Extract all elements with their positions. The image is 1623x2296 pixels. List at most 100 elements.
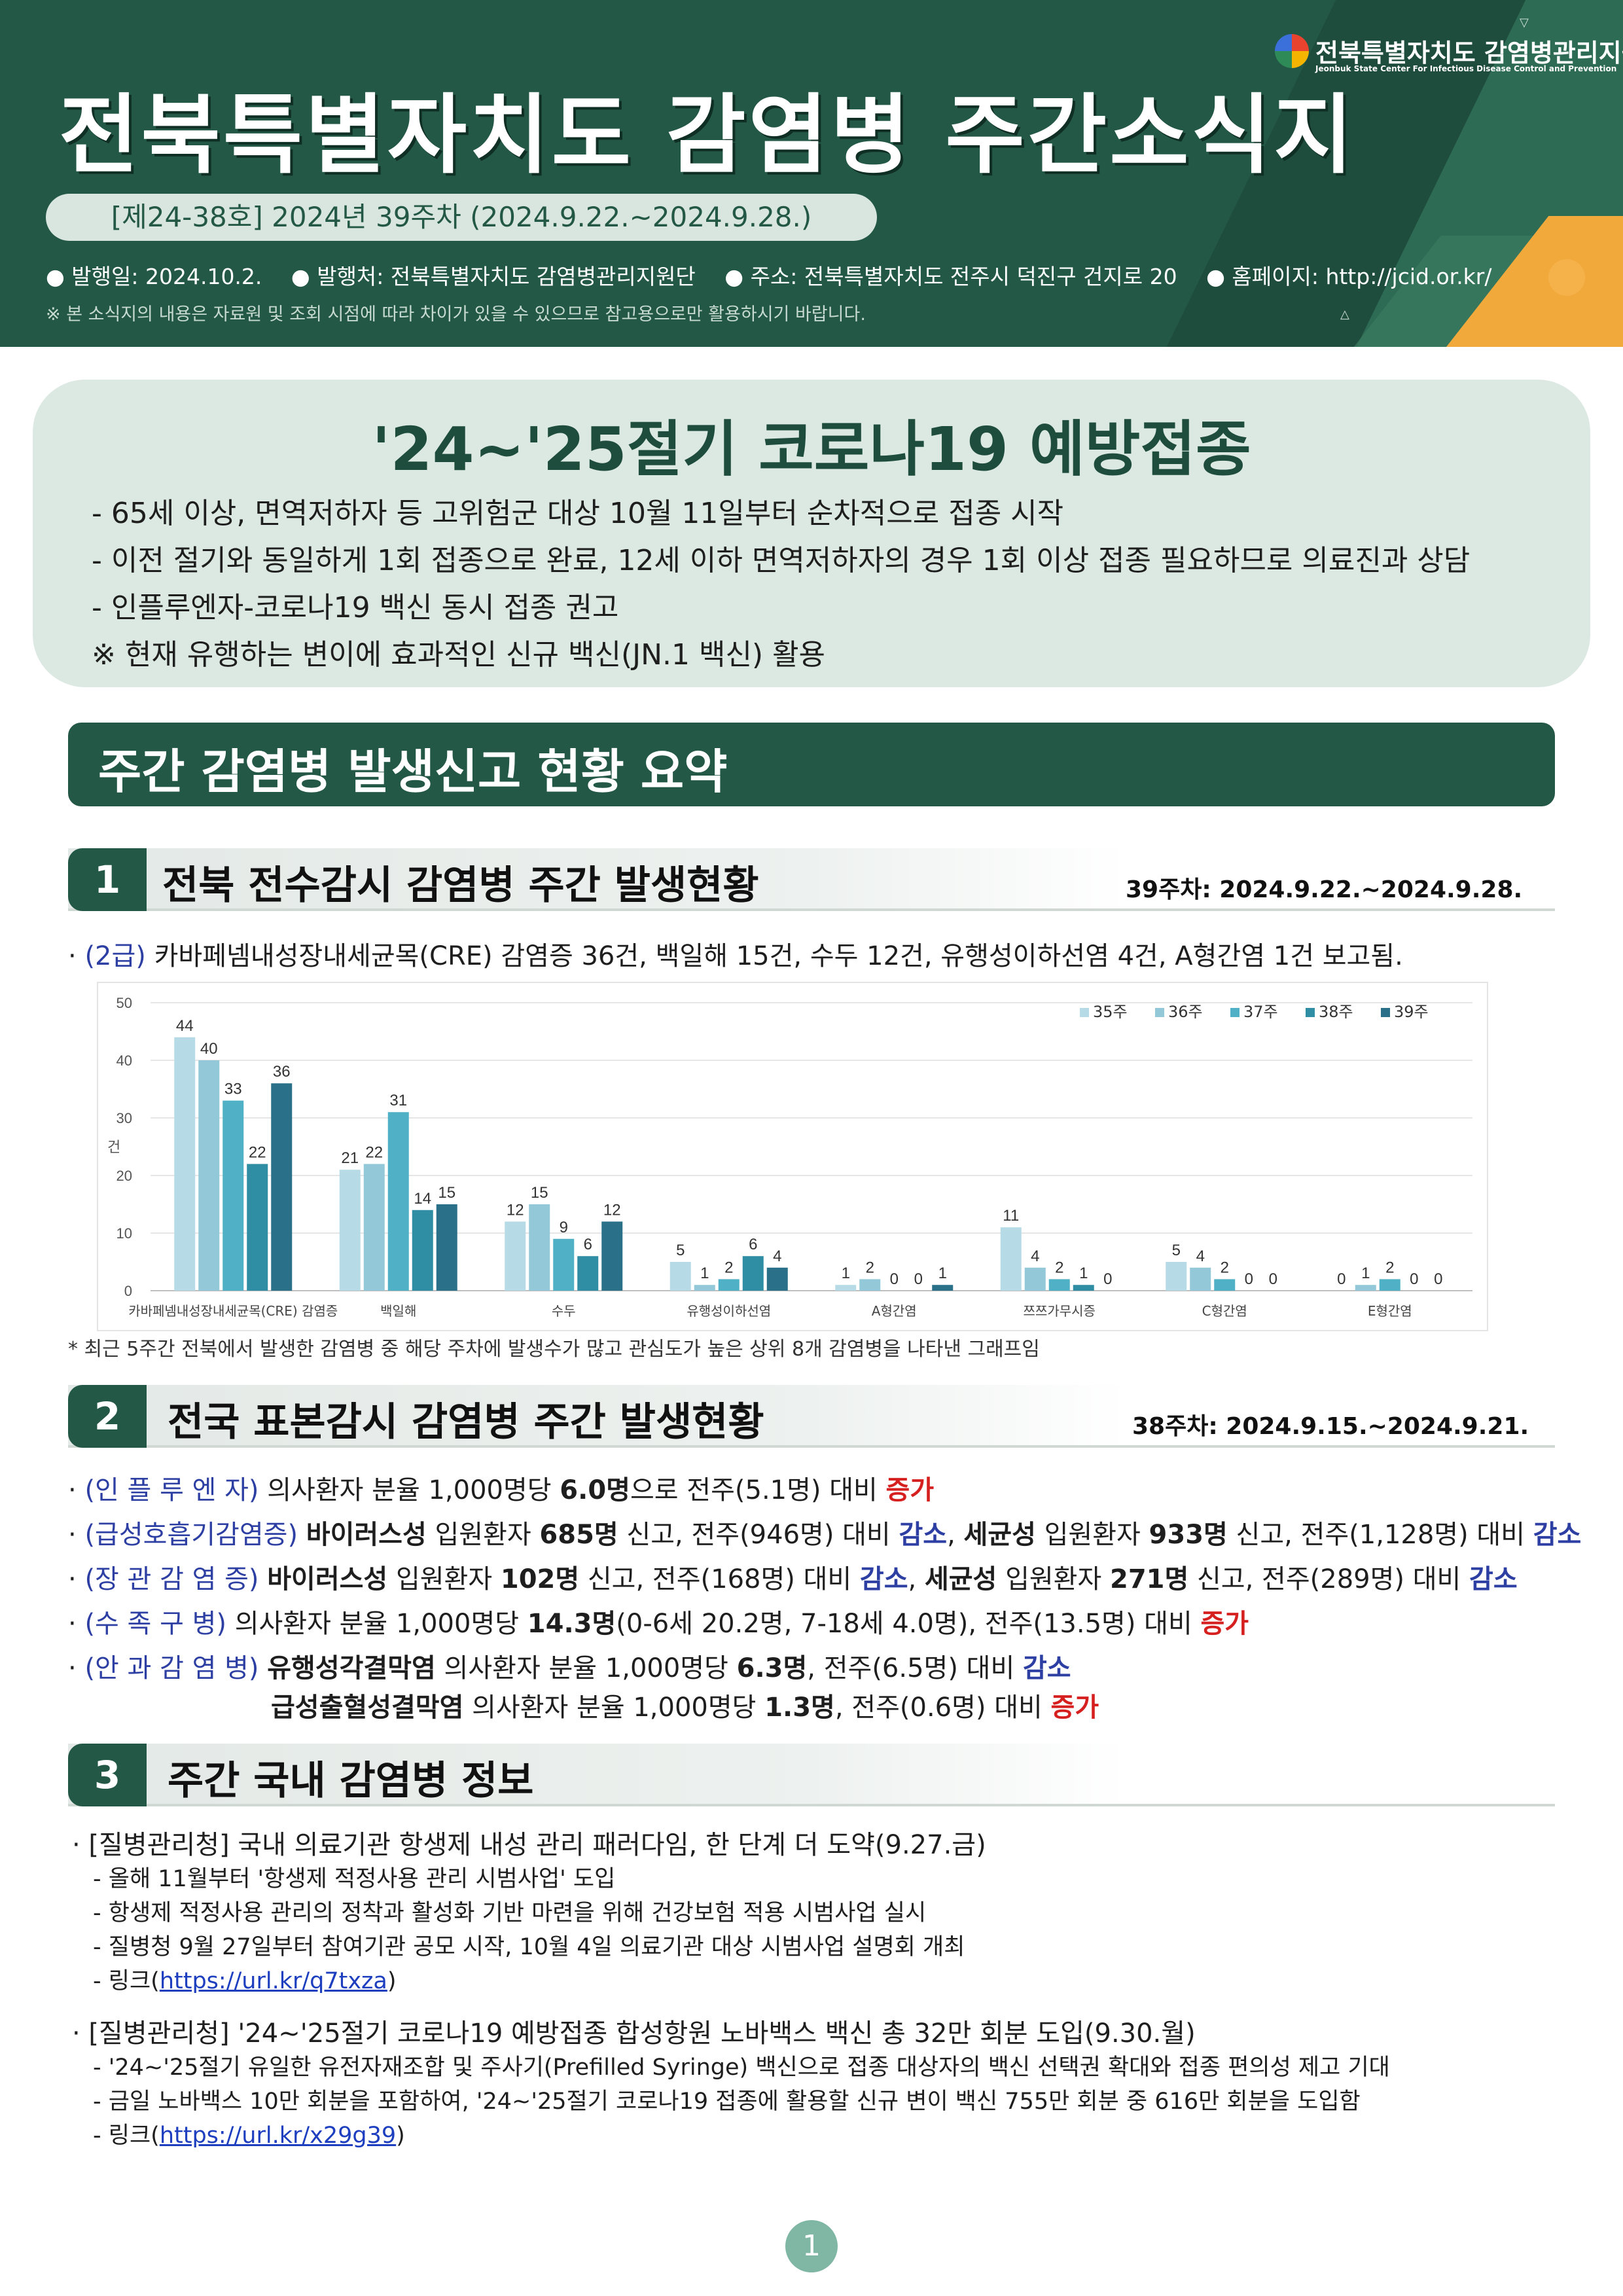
section2-number: 2 [68,1385,147,1448]
disclaimer-notice: ※ 본 소식지의 내용은 자료원 및 조회 시점에 따라 차이가 있을 수 있으… [46,304,866,325]
enteric-text: 입원환자 [997,1564,1110,1594]
legend-label: 35주 [1093,1003,1128,1021]
news1-link-line: - 링크(https://url.kr/q7txza) [93,1962,397,1996]
logo-english-name: Jeonbuk State Center For Infectious Dise… [1315,64,1617,73]
bar [1355,1285,1376,1291]
data-label: 22 [249,1143,266,1161]
publisher: ● 발행처: 전북특별자치도 감염병관리지원단 [291,264,696,289]
section2-date: 38주차: 2024.9.15.~2024.9.21. [1132,1413,1529,1440]
legend-swatch [1080,1008,1089,1017]
enteric-viral: 바이러스성 [267,1564,388,1594]
hfmd-value: 14.3명 [527,1609,616,1639]
hfmd-text: (0-6세 20.2명, 7-18세 4.0명), 전주(13.5명) 대비 [616,1609,1201,1639]
data-label: 4 [1196,1247,1205,1265]
eye-text: 의사환자 분율 1,000명당 [463,1693,765,1723]
x-tick-label: A형간염 [872,1303,917,1319]
section1-date: 39주차: 2024.9.22.~2024.9.28. [1126,876,1523,903]
newsletter-title: 전북특별자치도 감염병 주간소식지 [59,85,1356,186]
bar [859,1279,881,1291]
data-label: 6 [749,1236,757,1253]
link-prefix: - 링크( [93,2123,160,2149]
y-tick-label: 50 [116,995,132,1011]
section2-header [68,1385,1128,1448]
triangle-up-icon: △ [1340,308,1349,321]
ahc-trend: 증가 [1050,1693,1099,1723]
vaccine-info-box [33,380,1590,687]
data-label: 21 [341,1149,359,1167]
hfmd-trend: 증가 [1200,1609,1249,1639]
vaccine-note: ※ 현재 유행하는 변이에 효과적인 신규 백신(JN.1 백신) 활용 [92,638,826,672]
legend-swatch [1155,1008,1164,1017]
grade-label: (2급) [84,941,146,971]
data-label: 9 [560,1219,568,1236]
data-label: 1 [700,1265,709,1282]
data-label: 0 [1269,1270,1277,1288]
flu-trend: 증가 [885,1475,935,1505]
resp-label: (급성호흡기감염증) [84,1520,298,1550]
data-label: 5 [676,1242,685,1259]
news1-item: - 항생제 적정사용 관리의 정착과 활성화 기반 마련을 위해 건강보험 적용… [93,1900,927,1926]
vaccine-line: - 인플루엔자-코로나19 백신 동시 접종 권고 [92,591,619,624]
y-tick-label: 20 [116,1168,132,1184]
bar [271,1083,293,1291]
enteric-text: 신고, 전주(168명) 대비 [579,1564,860,1594]
enteric-bacterial-trend: 감소 [1469,1564,1518,1594]
resp-text: 신고, 전주(946명) 대비 [618,1520,899,1550]
homepage-link[interactable]: ● 홈페이지: http://jcid.or.kr/ [1206,264,1492,289]
bar [174,1037,196,1291]
data-label: 44 [176,1017,194,1035]
eye-text: 의사환자 분율 1,000명당 [435,1653,737,1683]
data-label: 6 [584,1236,592,1253]
link-suffix: ) [387,1968,397,1994]
eye-line-2: 급성출혈성결막염 의사환자 분율 1,000명당 1.3명, 전주(0.6명) … [271,1686,1099,1724]
data-label: 15 [531,1184,548,1202]
x-tick-label: 백일해 [380,1303,416,1319]
flu-text: 의사환자 분율 1,000명당 [267,1475,560,1505]
link-prefix: - 링크( [93,1968,160,1994]
bar [529,1204,550,1291]
bar [577,1256,599,1291]
news1-item: - 올해 11월부터 '항생제 적정사용 관리 시범사업' 도입 [93,1866,616,1892]
data-label: 0 [1103,1270,1112,1288]
data-label: 33 [224,1081,242,1098]
data-label: 2 [1221,1259,1229,1276]
section1-number: 1 [68,848,147,911]
bar [387,1112,409,1291]
data-label: 5 [1172,1242,1181,1259]
enteric-text: 신고, 전주(289명) 대비 [1188,1564,1470,1594]
section1-summary: · (2급) 카바페넴내성장내세균목(CRE) 감염증 36건, 백일해 15건… [68,941,1403,971]
data-label: 1 [1079,1265,1088,1282]
x-tick-label: 유행성이하선염 [687,1303,771,1319]
enteric-text: 입원환자 [387,1564,501,1594]
section1-title: 전북 전수감시 감염병 주간 발생현황 [162,863,759,908]
bar [1048,1279,1070,1291]
data-label: 15 [438,1184,455,1202]
eye-text: , 전주(0.6명) 대비 [834,1693,1051,1723]
data-label: 36 [273,1063,291,1081]
chart-footnote: * 최근 5주간 전북에서 발생한 감염병 중 해당 주차에 발생수가 많고 관… [68,1338,1040,1361]
respiratory-line: · (급성호흡기감염증) 바이러스성 입원환자 685명 신고, 전주(946명… [68,1520,1582,1550]
legend-label: 37주 [1243,1003,1278,1021]
x-tick-label: C형간염 [1202,1303,1247,1319]
news1-link[interactable]: https://url.kr/q7txza [159,1968,387,1994]
bar [1000,1227,1022,1291]
news2-link[interactable]: https://url.kr/x29g39 [159,2123,397,2149]
header-banner [0,0,1623,347]
resp-text: 신고, 전주(1,128명) 대비 [1227,1520,1533,1550]
ekc-trend: 감소 [1022,1653,1071,1683]
chart-frame: 0 10 20 30 40 50 건 44 40 33 22 36 카바페넴내성장내세균목(CRE) 감… [97,982,1488,1331]
ekc-name: 유행성각결막염 [267,1653,436,1683]
hfmd-text: 의사환자 분율 1,000명당 [234,1609,527,1639]
bar [436,1204,457,1291]
data-label: 0 [1245,1270,1253,1288]
data-label: 2 [866,1259,874,1276]
resp-viral: 바이러스성 [306,1520,427,1550]
enteric-label: (장 관 감 염 증) [84,1564,259,1594]
legend-swatch [1381,1008,1390,1017]
data-label: 0 [1337,1270,1346,1288]
news2-link-line: - 링크(https://url.kr/x29g39) [93,2117,405,2150]
bar [412,1210,433,1291]
link-suffix: ) [396,2123,405,2149]
legend-label: 38주 [1319,1003,1353,1021]
publication-info: ● 발행일: 2024.10.2. ● 발행처: 전북특별자치도 감염병관리지원… [46,259,1514,291]
